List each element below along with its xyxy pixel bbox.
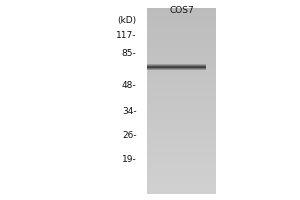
Text: 48-: 48- <box>122 81 136 90</box>
Text: (kD): (kD) <box>117 16 136 24</box>
Text: 19-: 19- <box>122 156 136 164</box>
Text: 34-: 34- <box>122 107 136 116</box>
Text: 85-: 85- <box>122 48 136 58</box>
Text: COS7: COS7 <box>169 6 194 15</box>
Text: 26-: 26- <box>122 131 136 140</box>
Text: 117-: 117- <box>116 30 136 40</box>
